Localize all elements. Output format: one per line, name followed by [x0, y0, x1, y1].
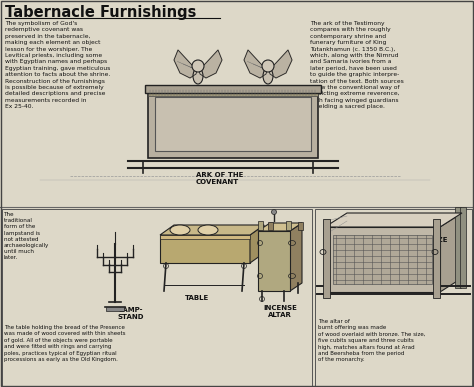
Ellipse shape	[193, 68, 203, 84]
Text: BRONZE
ALTAR: BRONZE ALTAR	[415, 237, 447, 250]
Bar	[148, 90, 318, 158]
Polygon shape	[199, 50, 222, 78]
Bar	[460, 207, 466, 288]
Bar	[258, 231, 290, 291]
Bar	[160, 235, 250, 239]
Polygon shape	[440, 213, 462, 292]
Text: ARK OF THE
COVENANT: ARK OF THE COVENANT	[196, 172, 243, 185]
Polygon shape	[290, 223, 302, 291]
Bar	[433, 219, 440, 298]
Text: The ark of the Testimony
compares with the roughly
contemporary shrine and
funer: The ark of the Testimony compares with t…	[310, 21, 404, 109]
Text: The
traditional
form of the
lampstand is
not attested
archaeologically
until muc: The traditional form of the lampstand is…	[4, 212, 49, 260]
Bar	[315, 209, 472, 387]
Text: INCENSE
ALTAR: INCENSE ALTAR	[263, 305, 297, 318]
Circle shape	[262, 60, 274, 72]
Bar	[106, 307, 124, 311]
Polygon shape	[160, 225, 264, 235]
Bar	[148, 90, 318, 96]
Ellipse shape	[198, 225, 218, 235]
Text: The altar of
burnt offering was made
of wood overlaid with bronze. The size,
fiv: The altar of burnt offering was made of …	[318, 319, 426, 362]
Polygon shape	[174, 50, 197, 78]
Polygon shape	[258, 223, 302, 231]
Polygon shape	[244, 50, 267, 78]
Text: The symbolism of God's
redemptive covenant was
preserved in the tabernacle,
maki: The symbolism of God's redemptive covena…	[5, 21, 110, 109]
Ellipse shape	[263, 68, 273, 84]
Polygon shape	[269, 50, 292, 78]
Polygon shape	[250, 225, 264, 263]
Circle shape	[192, 60, 204, 72]
Polygon shape	[325, 213, 462, 227]
Bar	[268, 222, 273, 230]
Bar	[298, 222, 303, 230]
Text: Tabernacle Furnishings: Tabernacle Furnishings	[5, 5, 196, 20]
Bar	[325, 227, 440, 292]
Bar	[155, 97, 311, 151]
Bar	[333, 235, 432, 284]
Text: The table holding the bread of the Presence
was made of wood covered with thin s: The table holding the bread of the Prese…	[4, 325, 126, 362]
Ellipse shape	[170, 225, 190, 235]
Text: LAMP-
STAND: LAMP- STAND	[118, 307, 145, 320]
Circle shape	[272, 209, 276, 214]
Bar	[455, 207, 461, 288]
Bar	[2, 209, 312, 387]
Bar	[286, 221, 291, 230]
Bar	[258, 221, 263, 230]
Bar	[323, 219, 330, 298]
Bar	[145, 85, 321, 93]
Bar	[160, 235, 250, 263]
Text: TABLE: TABLE	[185, 295, 209, 301]
